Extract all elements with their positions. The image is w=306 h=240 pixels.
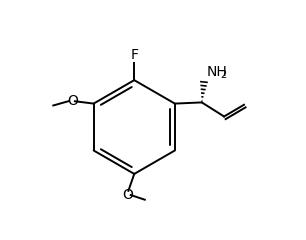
Text: F: F <box>130 48 138 62</box>
Text: NH: NH <box>207 65 228 78</box>
Text: O: O <box>67 94 78 108</box>
Text: O: O <box>122 188 132 202</box>
Text: 2: 2 <box>221 70 227 80</box>
